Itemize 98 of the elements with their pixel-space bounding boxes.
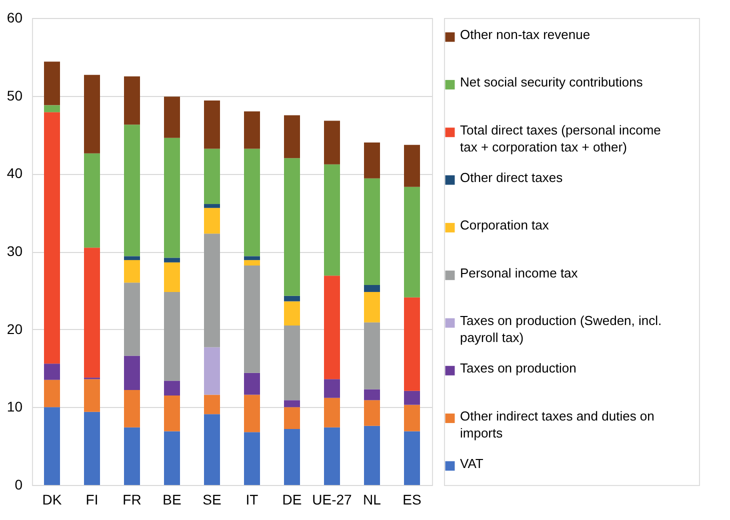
bar	[84, 412, 100, 485]
bar	[204, 394, 220, 414]
bar	[244, 394, 260, 432]
bar	[364, 178, 380, 285]
bar	[324, 427, 340, 485]
bar	[404, 297, 420, 391]
bar	[84, 248, 100, 378]
bar	[164, 96, 180, 138]
bar	[124, 256, 140, 260]
bar	[364, 322, 380, 390]
bar	[244, 260, 260, 266]
x-tick-label: DK	[42, 492, 62, 508]
bar	[404, 144, 420, 187]
bar	[404, 186, 420, 298]
legend-label: Other indirect taxes and duties on imports	[460, 408, 654, 440]
x-tick-label: FI	[86, 492, 98, 508]
bar	[244, 111, 260, 149]
x-tick-label: UE-27	[312, 492, 352, 508]
bar	[284, 400, 300, 408]
bar	[124, 76, 140, 125]
bar	[244, 148, 260, 256]
x-tick-label: IT	[246, 492, 259, 508]
bar	[84, 74, 100, 154]
legend-label: Other non-tax revenue	[460, 27, 590, 42]
bar	[284, 325, 300, 400]
legend-label: Net social security contributions	[460, 74, 644, 90]
y-tick-label: 30	[6, 243, 23, 259]
bar	[44, 407, 60, 485]
bar	[204, 148, 220, 204]
bar	[204, 100, 220, 149]
bar	[324, 379, 340, 398]
bar	[44, 62, 60, 106]
bar	[164, 431, 180, 485]
bar	[44, 364, 60, 380]
legend-label: Taxes on production	[460, 360, 576, 376]
x-tick-label: BE	[162, 492, 182, 508]
bar	[284, 115, 300, 158]
x-tick-label: SE	[202, 492, 222, 508]
bar	[164, 395, 180, 432]
bar	[204, 234, 220, 348]
legend-label: Personal income tax	[460, 265, 578, 280]
bar	[44, 112, 60, 364]
bar	[164, 138, 180, 258]
x-tick-label: DE	[282, 492, 302, 508]
bar	[364, 142, 380, 178]
bar	[364, 284, 380, 292]
bar	[364, 389, 380, 400]
bar	[124, 390, 140, 428]
bar	[324, 398, 340, 428]
bar	[124, 260, 140, 283]
bar	[204, 208, 220, 234]
bar	[364, 400, 380, 426]
y-tick-label: 10	[6, 398, 23, 415]
bar	[124, 427, 140, 485]
bar	[84, 153, 100, 248]
bar	[284, 301, 300, 326]
legend-label: Corporation tax	[460, 218, 550, 233]
bar	[404, 404, 420, 432]
bar	[164, 292, 180, 381]
bar	[364, 292, 380, 322]
bar	[164, 262, 180, 292]
bar	[404, 390, 420, 405]
bar	[124, 356, 140, 390]
bar	[44, 105, 60, 112]
x-tick-label: FR	[122, 492, 142, 508]
bar	[124, 282, 140, 356]
bar	[204, 414, 220, 485]
bar	[284, 296, 300, 302]
bar	[204, 347, 220, 395]
legend-label: Taxes on production (Sweden, incl. payroll tax)	[460, 312, 662, 345]
bar	[84, 379, 100, 412]
bar	[284, 428, 300, 485]
bar	[44, 380, 60, 408]
bar	[164, 380, 180, 396]
y-tick-label: 60	[6, 10, 23, 26]
legend-label: VAT	[460, 456, 484, 471]
bar	[124, 124, 140, 256]
bar	[324, 120, 340, 164]
x-tick-label: ES	[402, 492, 422, 508]
bar	[244, 432, 260, 485]
bar	[404, 431, 420, 485]
bar	[244, 372, 260, 395]
x-tick-label: NL	[363, 492, 382, 508]
bar	[244, 256, 260, 260]
legend-label: Total direct taxes (personal income tax + corporation tax + other)	[460, 122, 661, 154]
bar	[324, 276, 340, 380]
legend-label: Other direct taxes	[460, 170, 564, 186]
bar	[204, 204, 220, 208]
y-tick-label: 0	[14, 476, 23, 492]
y-tick-label: 50	[6, 87, 23, 104]
y-tick-label: 20	[6, 320, 23, 337]
bar	[324, 164, 340, 276]
bar	[164, 258, 180, 262]
bar	[364, 426, 380, 485]
bar	[284, 407, 300, 429]
y-tick-label: 40	[6, 165, 23, 182]
bar	[284, 158, 300, 296]
bar	[244, 266, 260, 373]
